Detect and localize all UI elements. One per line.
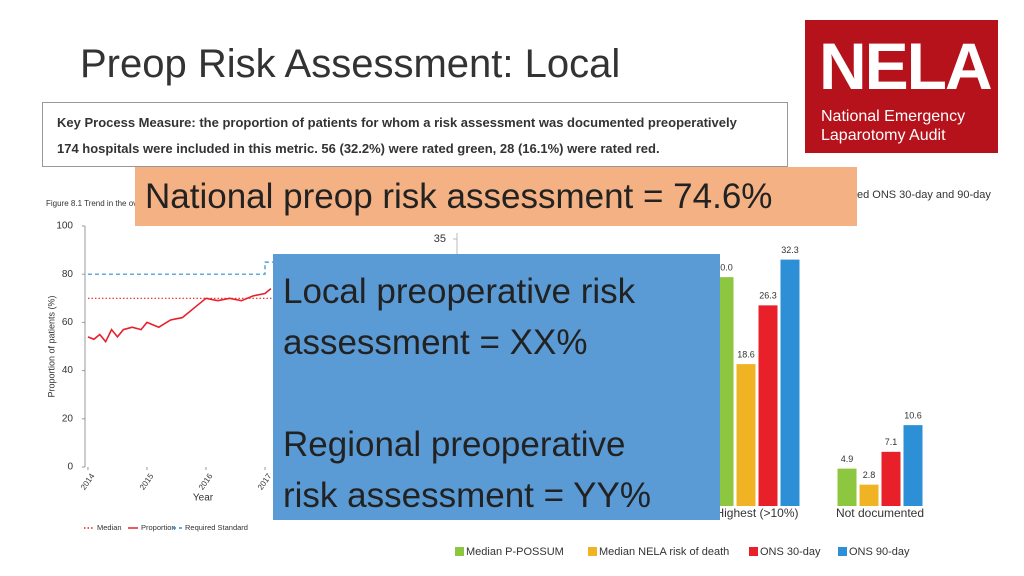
y-axis-label: Proportion of patients (%): [46, 295, 56, 397]
value-label: 7.1: [885, 437, 898, 447]
y-tick-label: 0: [67, 462, 73, 473]
legend-label: Proportion: [141, 523, 176, 532]
bar: [758, 305, 778, 506]
chart-title: ed ONS 30-day and 90-day: [857, 189, 991, 201]
y-tick-label: 40: [62, 365, 74, 376]
legend-swatch: [455, 547, 464, 556]
value-label: 4.9: [841, 454, 854, 464]
national-callout: National preop risk assessment = 74.6%: [135, 167, 857, 226]
line-series: [87, 261, 277, 275]
y-tick-label: 20: [62, 413, 74, 424]
x-tick-label: Highest (>10%): [715, 506, 798, 520]
logo: NELA National Emergency Laparotomy Audit: [805, 20, 998, 153]
callout-text: Local preoperative risk: [283, 272, 636, 311]
callout-text: risk assessment = YY%: [283, 476, 651, 515]
legend-label: Required Standard: [185, 523, 248, 532]
x-tick-label: 2017: [256, 471, 274, 491]
slide-title: Preop Risk Assessment: Local: [80, 42, 621, 86]
value-label: 10.6: [904, 411, 922, 421]
measure-text: Key Process Measure: the proportion of p…: [57, 115, 737, 130]
callout-text: Regional preoperative: [283, 425, 626, 464]
bar: [903, 425, 923, 506]
measure-text: 174 hospitals were included in this metr…: [57, 141, 660, 156]
value-label: 32.3: [781, 245, 799, 255]
callout-text: assessment = XX%: [283, 323, 588, 362]
legend-label: ONS 30-day: [760, 546, 821, 558]
bar: [837, 468, 857, 506]
legend-label: Median P-POSSUM: [466, 546, 564, 558]
y-tick-label: 60: [62, 317, 74, 328]
bar: [859, 484, 879, 506]
measure-box: Key Process Measure: the proportion of p…: [42, 102, 788, 167]
legend-swatch: [749, 547, 758, 556]
bar: [736, 364, 756, 506]
logo-text: Laparotomy Audit: [821, 127, 946, 144]
value-label: 18.6: [737, 349, 755, 359]
x-tick-label: 2015: [138, 471, 156, 491]
x-tick-label: 2014: [79, 471, 97, 491]
x-tick-label: Not documented: [836, 506, 924, 520]
legend-label: ONS 90-day: [849, 546, 910, 558]
legend-label: Median: [97, 523, 122, 532]
x-tick-label: 2016: [197, 471, 215, 491]
line-series: [87, 288, 272, 344]
local-callout: Local preoperative risk assessment = XX%…: [273, 254, 720, 520]
x-axis-label: Year: [193, 493, 214, 504]
legend-label: Median NELA risk of death: [599, 546, 729, 558]
y-tick-label: 80: [62, 269, 74, 280]
y-tick-label: 100: [56, 221, 73, 232]
logo-text: National Emergency: [821, 108, 966, 125]
bar: [881, 451, 901, 506]
value-label: 2.8: [863, 470, 876, 480]
bar: [780, 259, 800, 506]
value-label: 26.3: [759, 291, 777, 301]
logo-mark: NELA: [819, 29, 993, 103]
legend-swatch: [588, 547, 597, 556]
y-tick-label: 35: [434, 233, 446, 245]
legend-swatch: [838, 547, 847, 556]
chart-title: Figure 8.1 Trend in the over: [46, 199, 145, 208]
value-label: 30.0: [715, 263, 733, 273]
